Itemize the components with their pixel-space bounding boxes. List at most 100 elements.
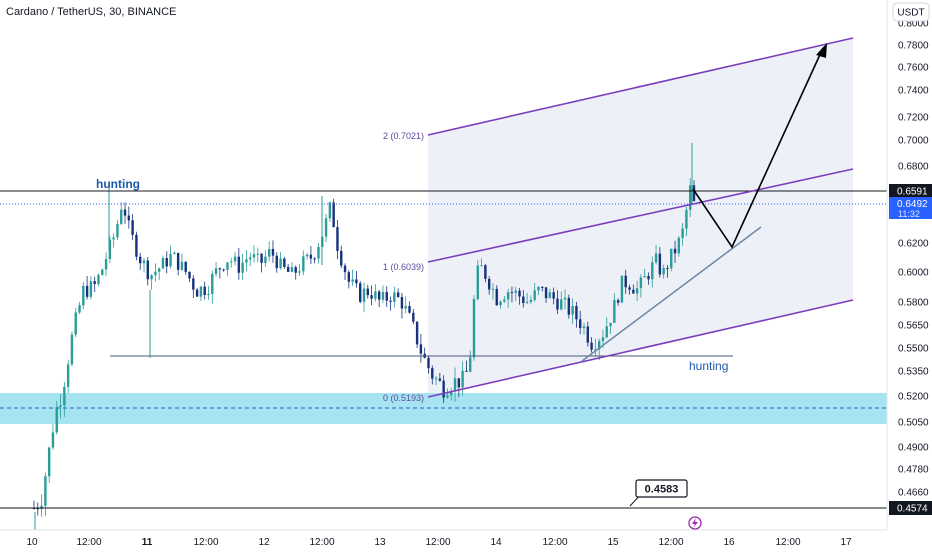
candle-body (499, 301, 502, 306)
candle-body (309, 254, 313, 259)
x-tick-label: 12:00 (542, 537, 567, 548)
candle-body (548, 292, 552, 299)
candle-body (101, 269, 104, 275)
countdown-tag-text: 11:32 (898, 209, 920, 219)
candle-body (563, 297, 567, 300)
x-tick-label: 17 (840, 537, 852, 548)
candle-body (112, 237, 115, 240)
candle-body (362, 288, 366, 302)
y-tick-label: 0.8000 (898, 19, 929, 30)
candle-body (472, 299, 476, 358)
candle-body (533, 290, 536, 300)
y-tick-label: 0.7400 (898, 86, 929, 97)
fib-line-1 (427, 168, 854, 263)
candle-body (408, 306, 411, 313)
candle-body (514, 290, 517, 293)
candle-body (594, 349, 597, 351)
candle-body (199, 286, 203, 297)
candle-body (495, 288, 498, 306)
x-tick-label: 12:00 (309, 537, 334, 548)
y-tick-label: 0.7800 (898, 41, 929, 52)
candle-body (469, 357, 472, 372)
candle-body (192, 278, 195, 290)
x-tick-label: 12 (258, 537, 270, 548)
candle-body (597, 341, 601, 350)
candle-body (396, 292, 400, 297)
candle-body (237, 256, 241, 273)
projection-arrowhead (816, 43, 827, 58)
candle-body (74, 312, 77, 335)
candlestick-series (32, 143, 696, 530)
candle-body (211, 273, 214, 294)
currency-badge[interactable] (892, 2, 930, 22)
trendline (581, 226, 762, 362)
fib-line-0 (427, 299, 854, 398)
candle-body (230, 261, 233, 263)
candle-body (689, 185, 692, 210)
candle-body (139, 256, 142, 264)
candle-body (677, 237, 681, 254)
candle-body (241, 262, 244, 273)
time-axis[interactable]: 10 12:00 11 12:00 12 12:00 13 12:00 14 12:00 15 12:… (26, 537, 852, 548)
candle-body (343, 265, 347, 273)
candle-body (82, 285, 85, 306)
candle-body (685, 209, 688, 229)
candle-body (108, 239, 112, 259)
candle-body (673, 248, 677, 254)
candle-body (93, 281, 96, 284)
candle-body (317, 246, 320, 259)
candle-body (620, 275, 624, 303)
x-tick-label: 14 (490, 537, 502, 548)
candle-body (544, 287, 548, 299)
lightning-icon[interactable] (688, 516, 702, 530)
candle-body (654, 253, 658, 263)
candle-body (233, 256, 237, 262)
fib-line-2 (427, 37, 854, 136)
candle-body (340, 250, 343, 266)
candle-body (666, 268, 669, 270)
candle-body (127, 215, 131, 221)
candle-body (476, 265, 479, 300)
candle-body (85, 285, 89, 297)
candle-body (522, 296, 525, 304)
candle-body (442, 380, 445, 398)
candle-body (245, 259, 248, 263)
candle-body (427, 357, 430, 369)
x-tick-label: 16 (723, 537, 735, 548)
candle-body (135, 234, 138, 257)
candle-body (616, 300, 620, 303)
price-axis[interactable]: 0.8000 0.7800 0.7600 0.7400 0.7200 0.7000 0.68… (898, 19, 929, 499)
candle-body (142, 260, 146, 264)
candle-body (658, 253, 662, 275)
candle-body (70, 334, 74, 365)
candle-body (123, 209, 127, 216)
low-price-tag (889, 501, 932, 515)
callout-box[interactable] (635, 479, 688, 498)
candle-body (40, 505, 43, 510)
candle-body (662, 268, 665, 275)
candle-body (605, 326, 608, 338)
candle-body (613, 300, 616, 323)
x-tick-label: 15 (607, 537, 619, 548)
candle-body (207, 293, 210, 296)
y-tick-label: 0.4660 (898, 488, 929, 499)
candle-body (78, 305, 81, 313)
candle-body (453, 378, 457, 392)
y-tick-label: 0.5200 (898, 392, 929, 403)
chart-title: Cardano / TetherUS, 30, BINANCE (6, 6, 176, 18)
hunting-label-left: hunting (96, 177, 140, 191)
fib-label-2: 2 (0.7021) (383, 131, 424, 141)
candle-body (275, 255, 278, 269)
candle-body (446, 395, 449, 398)
candle-body (161, 258, 165, 269)
candle-body (351, 279, 354, 282)
candle-body (305, 254, 309, 257)
resistance-price-tag (889, 184, 932, 198)
candle-body (264, 256, 267, 263)
candle-body (480, 265, 483, 267)
y-tick-label: 0.6800 (898, 162, 929, 173)
candle-body (283, 258, 286, 267)
candle-body (624, 275, 627, 288)
